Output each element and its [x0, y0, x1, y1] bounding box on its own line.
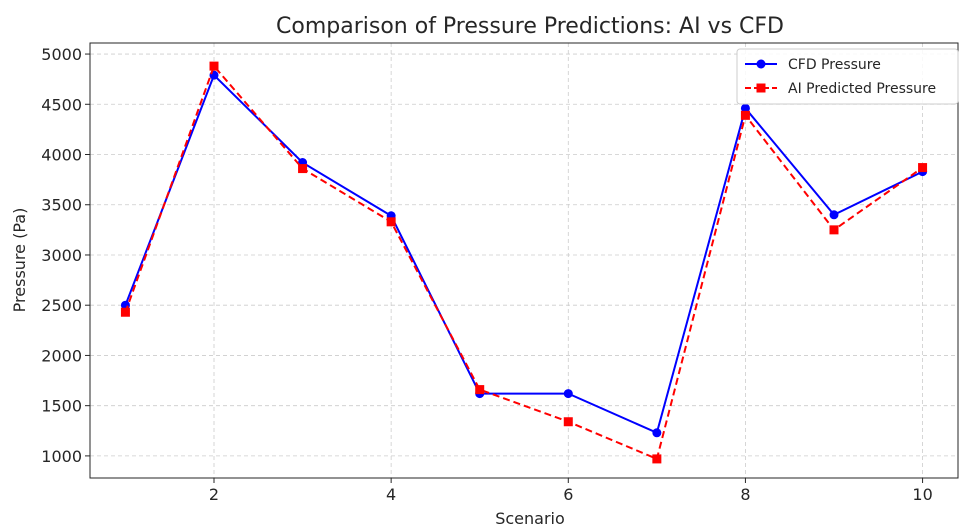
- y-tick-label: 2500: [41, 296, 82, 315]
- x-tick-label: 10: [912, 485, 932, 504]
- series-group: [120, 61, 928, 464]
- x-tick-label: 2: [209, 485, 219, 504]
- y-tick-label: 5000: [41, 45, 82, 64]
- y-tick-label: 3000: [41, 246, 82, 265]
- x-tick-label: 8: [740, 485, 750, 504]
- y-tick-label: 3500: [41, 196, 82, 215]
- data-point: [829, 210, 839, 220]
- legend: CFD Pressure AI Predicted Pressure: [736, 48, 959, 105]
- data-point: [298, 164, 308, 174]
- data-point: [475, 385, 485, 395]
- data-point: [652, 454, 662, 464]
- data-point: [386, 217, 396, 227]
- data-point: [829, 225, 839, 235]
- data-point: [740, 110, 750, 120]
- legend-marker: [756, 59, 766, 69]
- legend-box: [736, 48, 959, 105]
- y-axis-label: Pressure (Pa): [10, 208, 29, 313]
- data-point: [563, 417, 573, 427]
- data-point: [740, 103, 750, 113]
- x-tick-label: 6: [563, 485, 573, 504]
- y-tick-label: 4500: [41, 95, 82, 114]
- x-axis-label: Scenario: [495, 509, 565, 527]
- chart-title: Comparison of Pressure Predictions: AI v…: [276, 14, 784, 39]
- y-tick-label: 1000: [41, 447, 82, 466]
- data-point: [120, 307, 130, 317]
- data-point: [563, 389, 573, 399]
- x-tick-label: 4: [386, 485, 396, 504]
- y-tick-label: 4000: [41, 146, 82, 165]
- legend-label: AI Predicted Pressure: [788, 81, 936, 97]
- y-tick-label: 2000: [41, 346, 82, 365]
- data-point: [918, 163, 928, 173]
- legend-label: CFD Pressure: [788, 57, 881, 73]
- y-axis: 1000 1500 2000 2500 3000 3500 4000 4500 5000: [41, 45, 90, 466]
- series-ai-predicted-pressure: [120, 61, 928, 464]
- data-point: [652, 428, 662, 438]
- x-axis: 2 4 6 8 10: [209, 478, 933, 504]
- series-line: [124, 64, 924, 461]
- plot-area-frame: [89, 42, 959, 479]
- y-tick-label: 1500: [41, 397, 82, 416]
- legend-marker: [756, 83, 766, 93]
- data-point: [209, 61, 219, 71]
